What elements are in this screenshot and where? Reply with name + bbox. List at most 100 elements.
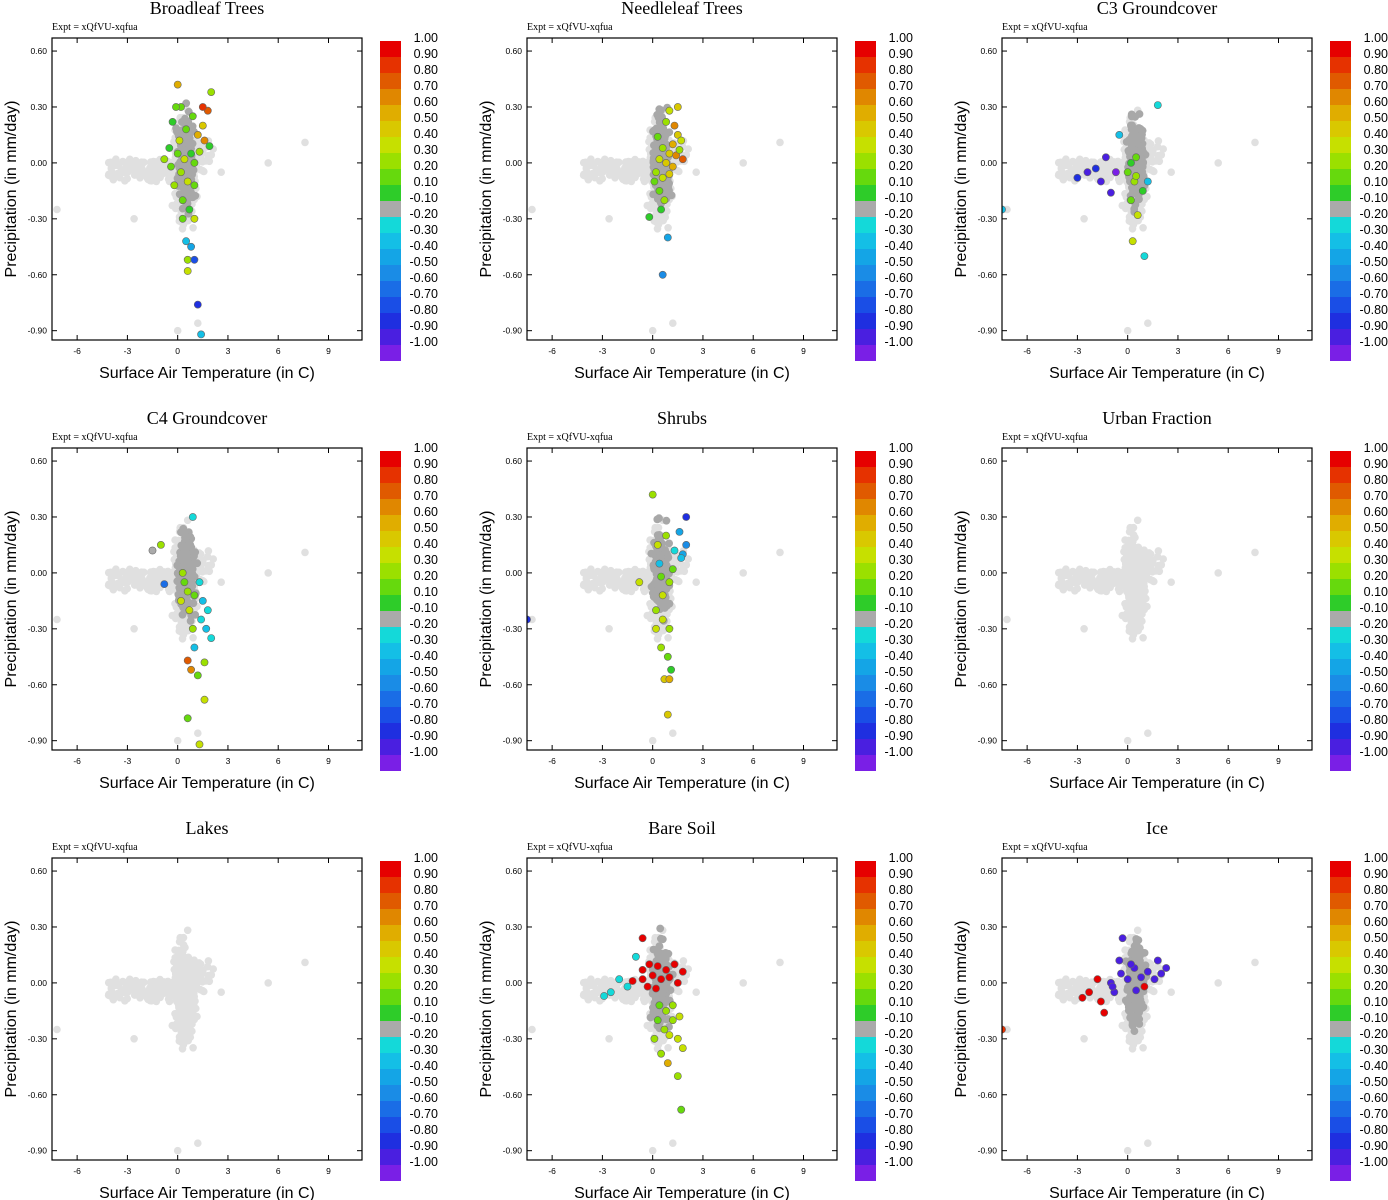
colorbar-swatch [380, 643, 401, 659]
colorbar-label: -0.80 [410, 303, 439, 317]
colorbar-swatch [1330, 73, 1351, 89]
colorbar-swatch [855, 57, 876, 73]
colorbar-label: 1.00 [414, 31, 438, 45]
data-point [177, 168, 185, 177]
colorbar-label: 1.00 [1364, 31, 1388, 45]
background-point [621, 164, 629, 172]
background-point [130, 625, 138, 633]
colorbar-label: 0.70 [889, 79, 913, 93]
data-point [198, 103, 207, 111]
data-point [177, 596, 185, 605]
colorbar-label: 0.20 [1364, 159, 1388, 173]
data-point [1111, 168, 1120, 177]
data-point [185, 606, 194, 615]
colorbar-label: 0.70 [1364, 79, 1388, 93]
data-point [668, 162, 677, 171]
data-point [673, 103, 682, 111]
background-point [217, 578, 225, 586]
data-point [670, 121, 679, 130]
background-point [776, 548, 784, 557]
x-tick-label: 0 [1125, 346, 1130, 356]
colorbar-swatch [380, 345, 401, 361]
colorbar-swatch [1330, 265, 1351, 281]
background-point [607, 160, 615, 169]
background-point [164, 175, 173, 183]
colorbar-swatch [1330, 329, 1351, 345]
y-tick-label: -0.60 [503, 270, 523, 280]
background-point [664, 634, 672, 642]
background-point [605, 215, 613, 223]
chart-title: Needleleaf Trees [621, 0, 742, 18]
background-point [1125, 217, 1134, 225]
colorbar-label: -1.00 [1360, 335, 1388, 349]
colorbar-swatch [1330, 297, 1351, 313]
colorbar-label: -0.50 [885, 255, 914, 269]
x-axis-label: Surface Air Temperature (in C) [99, 365, 315, 382]
colorbar-label: -0.10 [410, 191, 439, 205]
background-point [53, 205, 61, 214]
nonsignificant-point [1139, 159, 1147, 168]
background-point [175, 627, 184, 635]
data-point [1101, 153, 1110, 162]
colorbar-label: 0.90 [414, 47, 438, 61]
background-point [1148, 158, 1157, 166]
colorbar-label: 0.30 [414, 553, 438, 567]
colorbar-label: 0.80 [889, 63, 913, 77]
colorbar-label: -0.60 [410, 271, 439, 285]
background-point [132, 570, 140, 579]
x-tick-label: -6 [73, 756, 81, 766]
x-tick-label: 6 [1226, 346, 1231, 356]
background-point [622, 158, 630, 166]
colorbar-label: -1.00 [410, 745, 439, 759]
x-tick-label: 9 [326, 346, 331, 356]
x-tick-label: 9 [326, 756, 331, 766]
background-point [264, 159, 273, 167]
data-point [190, 181, 199, 190]
x-tick-label: -6 [1023, 346, 1031, 356]
background-point [631, 155, 639, 164]
points-layer [527, 490, 784, 745]
background-point [1251, 138, 1259, 147]
background-point [1153, 142, 1162, 151]
background-point [596, 587, 604, 595]
background-point [1074, 168, 1082, 176]
data-point [668, 140, 677, 149]
colorbar-swatch [855, 313, 876, 329]
data-point [1106, 188, 1115, 197]
data-point [187, 665, 195, 674]
data-point [188, 513, 197, 521]
nonsignificant-point [1135, 195, 1143, 204]
points-layer [53, 513, 309, 749]
colorbar-label: -0.70 [1360, 287, 1388, 301]
y-tick-label: -0.30 [978, 214, 998, 224]
y-tick-label: 0.60 [30, 456, 47, 466]
expt-label: Expt = xQfVU-xqfua [527, 432, 613, 443]
background-point [194, 319, 202, 328]
x-tick-label: 6 [751, 346, 756, 356]
background-point [625, 579, 634, 587]
background-point [167, 569, 176, 577]
background-point [612, 581, 621, 590]
background-point [146, 574, 154, 582]
background-point [643, 201, 652, 210]
background-point [173, 736, 182, 745]
y-tick-label: -0.90 [978, 326, 998, 336]
background-point [189, 634, 197, 642]
colorbar-swatch [1330, 169, 1351, 185]
nonsignificant-point [1133, 164, 1142, 173]
y-tick-label: -0.60 [28, 270, 48, 280]
colorbar-swatch [1330, 41, 1351, 57]
background-point [147, 158, 155, 166]
colorbar-swatch [1330, 345, 1351, 361]
background-point [1055, 170, 1063, 179]
data-point [193, 671, 202, 680]
data-point [650, 177, 659, 186]
background-point [648, 736, 657, 745]
background-point [137, 581, 146, 590]
nonsignificant-point [184, 541, 193, 549]
colorbar-swatch [1330, 89, 1351, 105]
y-tick-label: 0.00 [30, 568, 47, 578]
data-point [182, 237, 190, 246]
